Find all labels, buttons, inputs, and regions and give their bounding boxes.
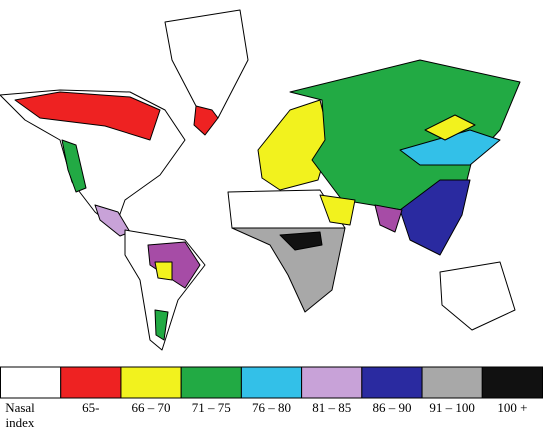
sa-green: [154, 309, 169, 341]
legend-label: 71 – 75: [192, 400, 231, 415]
greenland: [164, 9, 249, 119]
arctic-red: [14, 91, 161, 141]
legend-title: index: [6, 415, 35, 430]
legend-swatch: [0, 366, 62, 399]
legend-swatch: [240, 366, 303, 399]
legend-swatch: [361, 366, 423, 399]
legend-label: 81 – 85: [312, 400, 351, 415]
legend-swatch: [60, 366, 122, 399]
legend-swatch: [180, 366, 242, 399]
arabia-yellow: [319, 194, 356, 226]
africa-black: [279, 231, 323, 251]
europe: [257, 99, 331, 191]
legend-swatch: [421, 366, 483, 399]
legend-swatch: [301, 366, 363, 399]
legend-label: 65-: [82, 400, 99, 415]
legend-swatch: [481, 366, 543, 399]
east-asia-blue: [399, 179, 471, 256]
africa-south: [231, 227, 346, 313]
legend-label: 86 – 90: [372, 400, 411, 415]
legend-label: 100 +: [497, 400, 527, 415]
india-purple: [374, 204, 403, 233]
sa-yellow: [154, 261, 173, 281]
legend-title: Nasal: [5, 400, 35, 415]
legend-swatch: [120, 366, 182, 399]
na-west-green: [61, 139, 87, 193]
legend: Nasal index 65- 66 – 70 71 – 75 76 – 80 81 –…: [0, 366, 543, 430]
greenland-red: [193, 105, 219, 136]
legend-label: 76 – 80: [252, 400, 291, 415]
legend-label: 66 – 70: [132, 400, 171, 415]
asia-yellow: [424, 114, 476, 141]
map: [0, 9, 521, 351]
australia: [439, 261, 516, 331]
legend-label: 91 – 100: [429, 400, 475, 415]
sa-purple: [147, 241, 201, 289]
